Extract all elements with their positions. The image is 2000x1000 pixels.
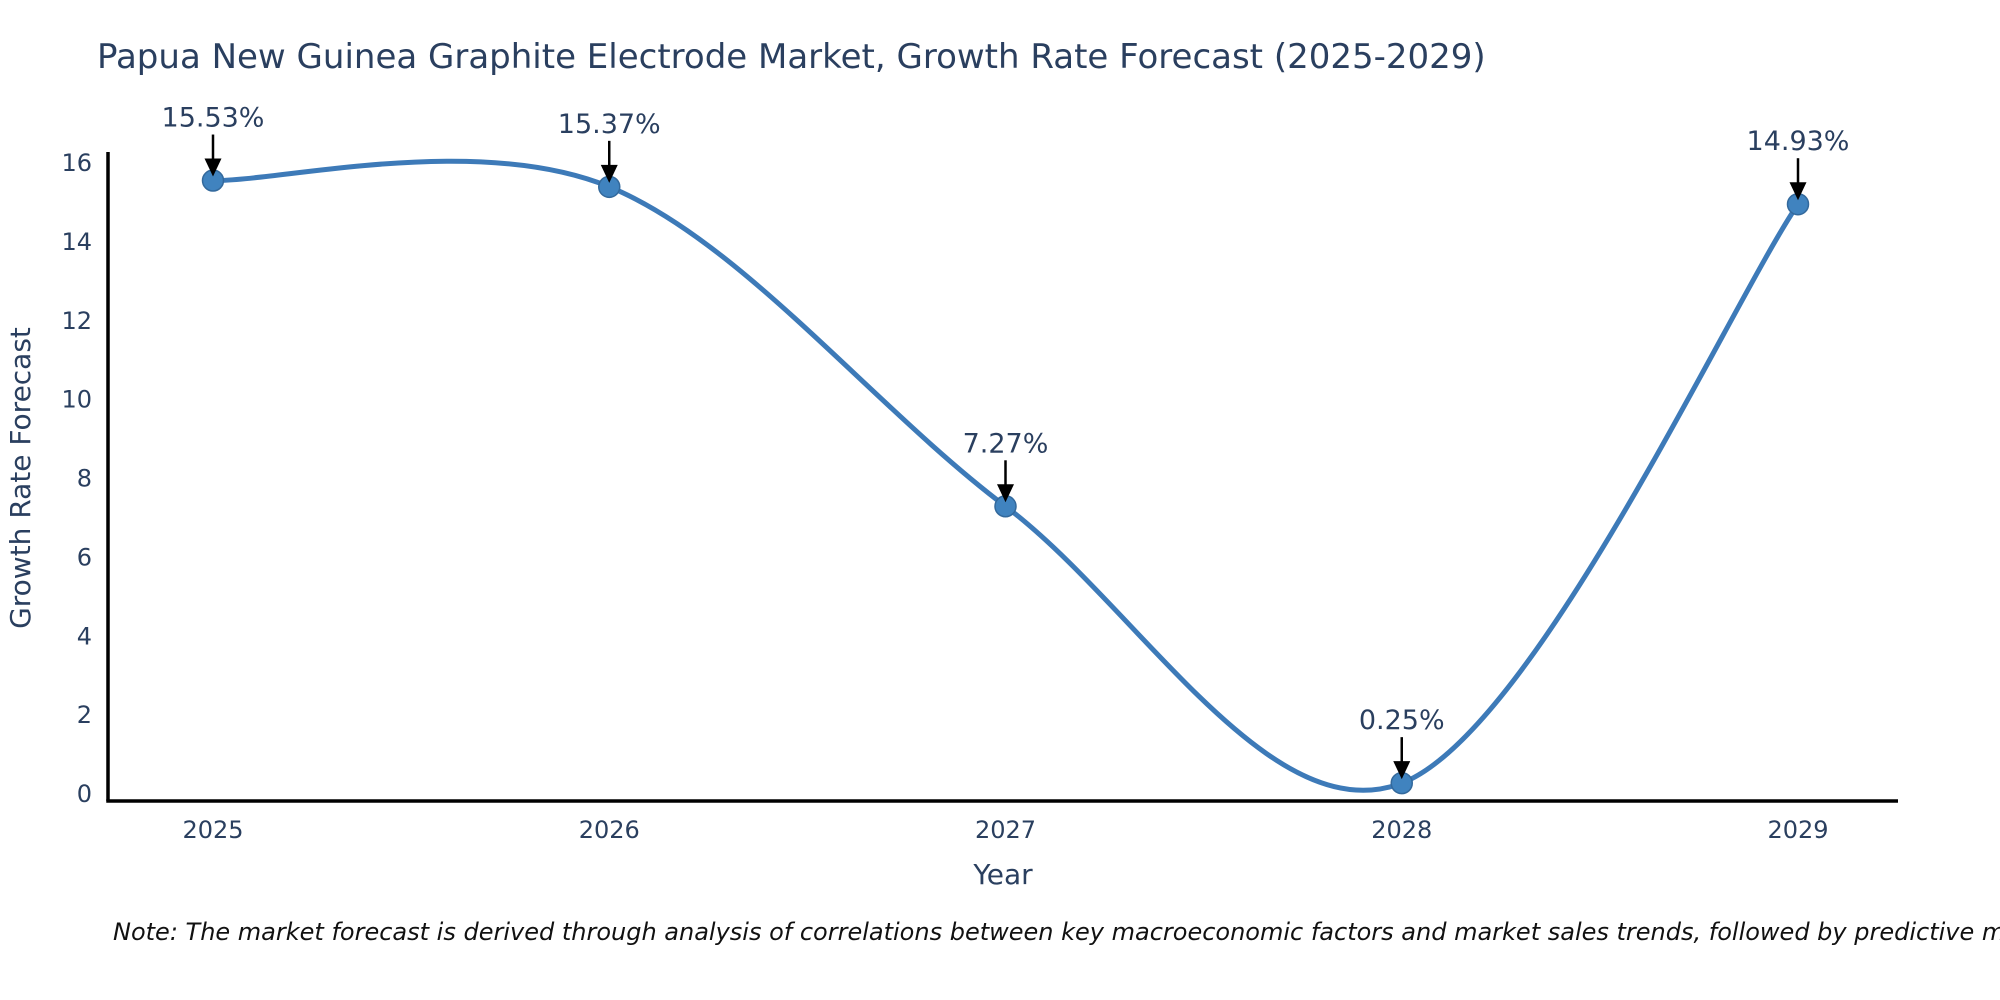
plot-area: 0 2 4 6 8 10 12 14 16 2025 2026 2027 2028 2029 15.53% 1… (61, 103, 1898, 844)
x-tick-label: 2029 (1767, 816, 1828, 844)
x-tick-label: 2025 (182, 816, 243, 844)
x-tick-label: 2027 (975, 816, 1036, 844)
data-point-label: 15.53% (162, 103, 265, 134)
y-tick-label: 4 (77, 622, 92, 650)
annotation-arrowhead (1789, 182, 1807, 201)
y-tick-label: 8 (77, 465, 92, 493)
data-point-label: 14.93% (1747, 126, 1850, 157)
annotation-arrowhead (204, 158, 222, 177)
annotation-arrowhead (1393, 761, 1411, 780)
data-point-label: 0.25% (1359, 705, 1445, 736)
y-tick-label: 0 (77, 780, 92, 808)
y-tick-label: 16 (61, 149, 92, 177)
x-tick-label: 2026 (579, 816, 640, 844)
chart-title: Papua New Guinea Graphite Electrode Mark… (97, 37, 1486, 77)
y-tick-label: 14 (61, 228, 92, 256)
x-tick-label: 2028 (1371, 816, 1432, 844)
forecast-line (210, 158, 1801, 793)
y-axis-title: Growth Rate Forecast (4, 327, 37, 629)
data-point-label: 7.27% (963, 428, 1049, 459)
annotation-arrowhead (600, 164, 618, 183)
annotation-arrowhead (997, 484, 1014, 503)
footnote: Note: The market forecast is derived thr… (113, 918, 2000, 946)
y-tick-label: 10 (61, 386, 92, 414)
y-tick-label: 2 (77, 701, 92, 729)
x-axis-title: Year (972, 858, 1033, 891)
y-tick-label: 6 (77, 543, 92, 571)
data-point-label: 15.37% (558, 109, 661, 140)
y-tick-label: 12 (61, 307, 92, 335)
